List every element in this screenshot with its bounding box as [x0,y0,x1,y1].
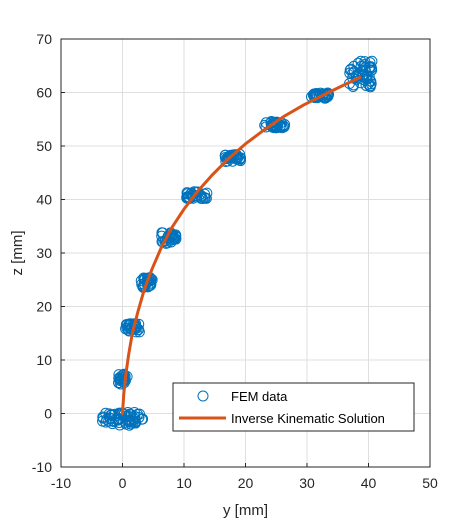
y-tick-label: 40 [36,192,52,208]
fem-data-point [361,70,373,82]
legend: FEM data Inverse Kinematic Solution [172,382,415,432]
fem-data-point [119,410,131,422]
fem-data-point [108,416,120,428]
x-tick-label: 50 [422,475,438,491]
fem-data-point [316,90,328,102]
fem-data-point [276,120,288,132]
x-tick-label: 20 [238,475,254,491]
fem-data-point [125,409,137,421]
fem-data-point [364,80,376,92]
legend-fem-marker [197,390,209,402]
fem-data-point [137,413,149,425]
fem-data-point [230,149,242,161]
fem-data-point [265,120,277,132]
legend-box [172,382,415,432]
y-tick-label: 10 [36,352,52,368]
legend-ik-label: Inverse Kinematic Solution [231,411,385,426]
y-tick-label: 50 [36,138,52,154]
y-axis-label: z [mm] [9,231,26,276]
inverse-kinematic-line [121,76,362,415]
fem-data-point [113,372,125,384]
x-tick-label: 30 [299,475,315,491]
y-tick-label: 30 [36,245,52,261]
fem-data-point [347,67,359,79]
x-tick-label: 40 [361,475,377,491]
fem-data-point [358,74,370,86]
fem-data-point [113,414,125,426]
axis-ticks [60,38,431,468]
fem-data-point [362,78,374,90]
fem-data-point [128,406,140,418]
fem-data-point [201,187,213,199]
fem-data-point [187,192,199,204]
x-tick-label: 0 [119,475,127,491]
x-tick-labels: -10 0 10 20 30 40 50 [51,475,438,491]
fem-data-point [360,65,372,77]
fem-data-point [355,55,367,67]
y-tick-label: 0 [44,406,52,422]
y-tick-label: 20 [36,299,52,315]
fem-data-point [97,415,109,427]
x-axis-label: y [mm] [223,502,268,519]
legend-fem-label: FEM data [231,389,288,404]
y-tick-label: -10 [32,459,52,475]
x-tick-label: 10 [176,475,192,491]
fem-data-point [364,57,376,69]
fem-data-point [233,154,245,166]
y-tick-labels: -10 0 10 20 30 40 50 60 70 [32,31,52,475]
fem-data-point [100,407,112,419]
fem-data-point [344,64,356,76]
y-tick-label: 70 [36,31,52,47]
y-tick-label: 60 [36,85,52,101]
x-tick-label: -10 [51,475,71,491]
fem-data-point [366,55,378,67]
